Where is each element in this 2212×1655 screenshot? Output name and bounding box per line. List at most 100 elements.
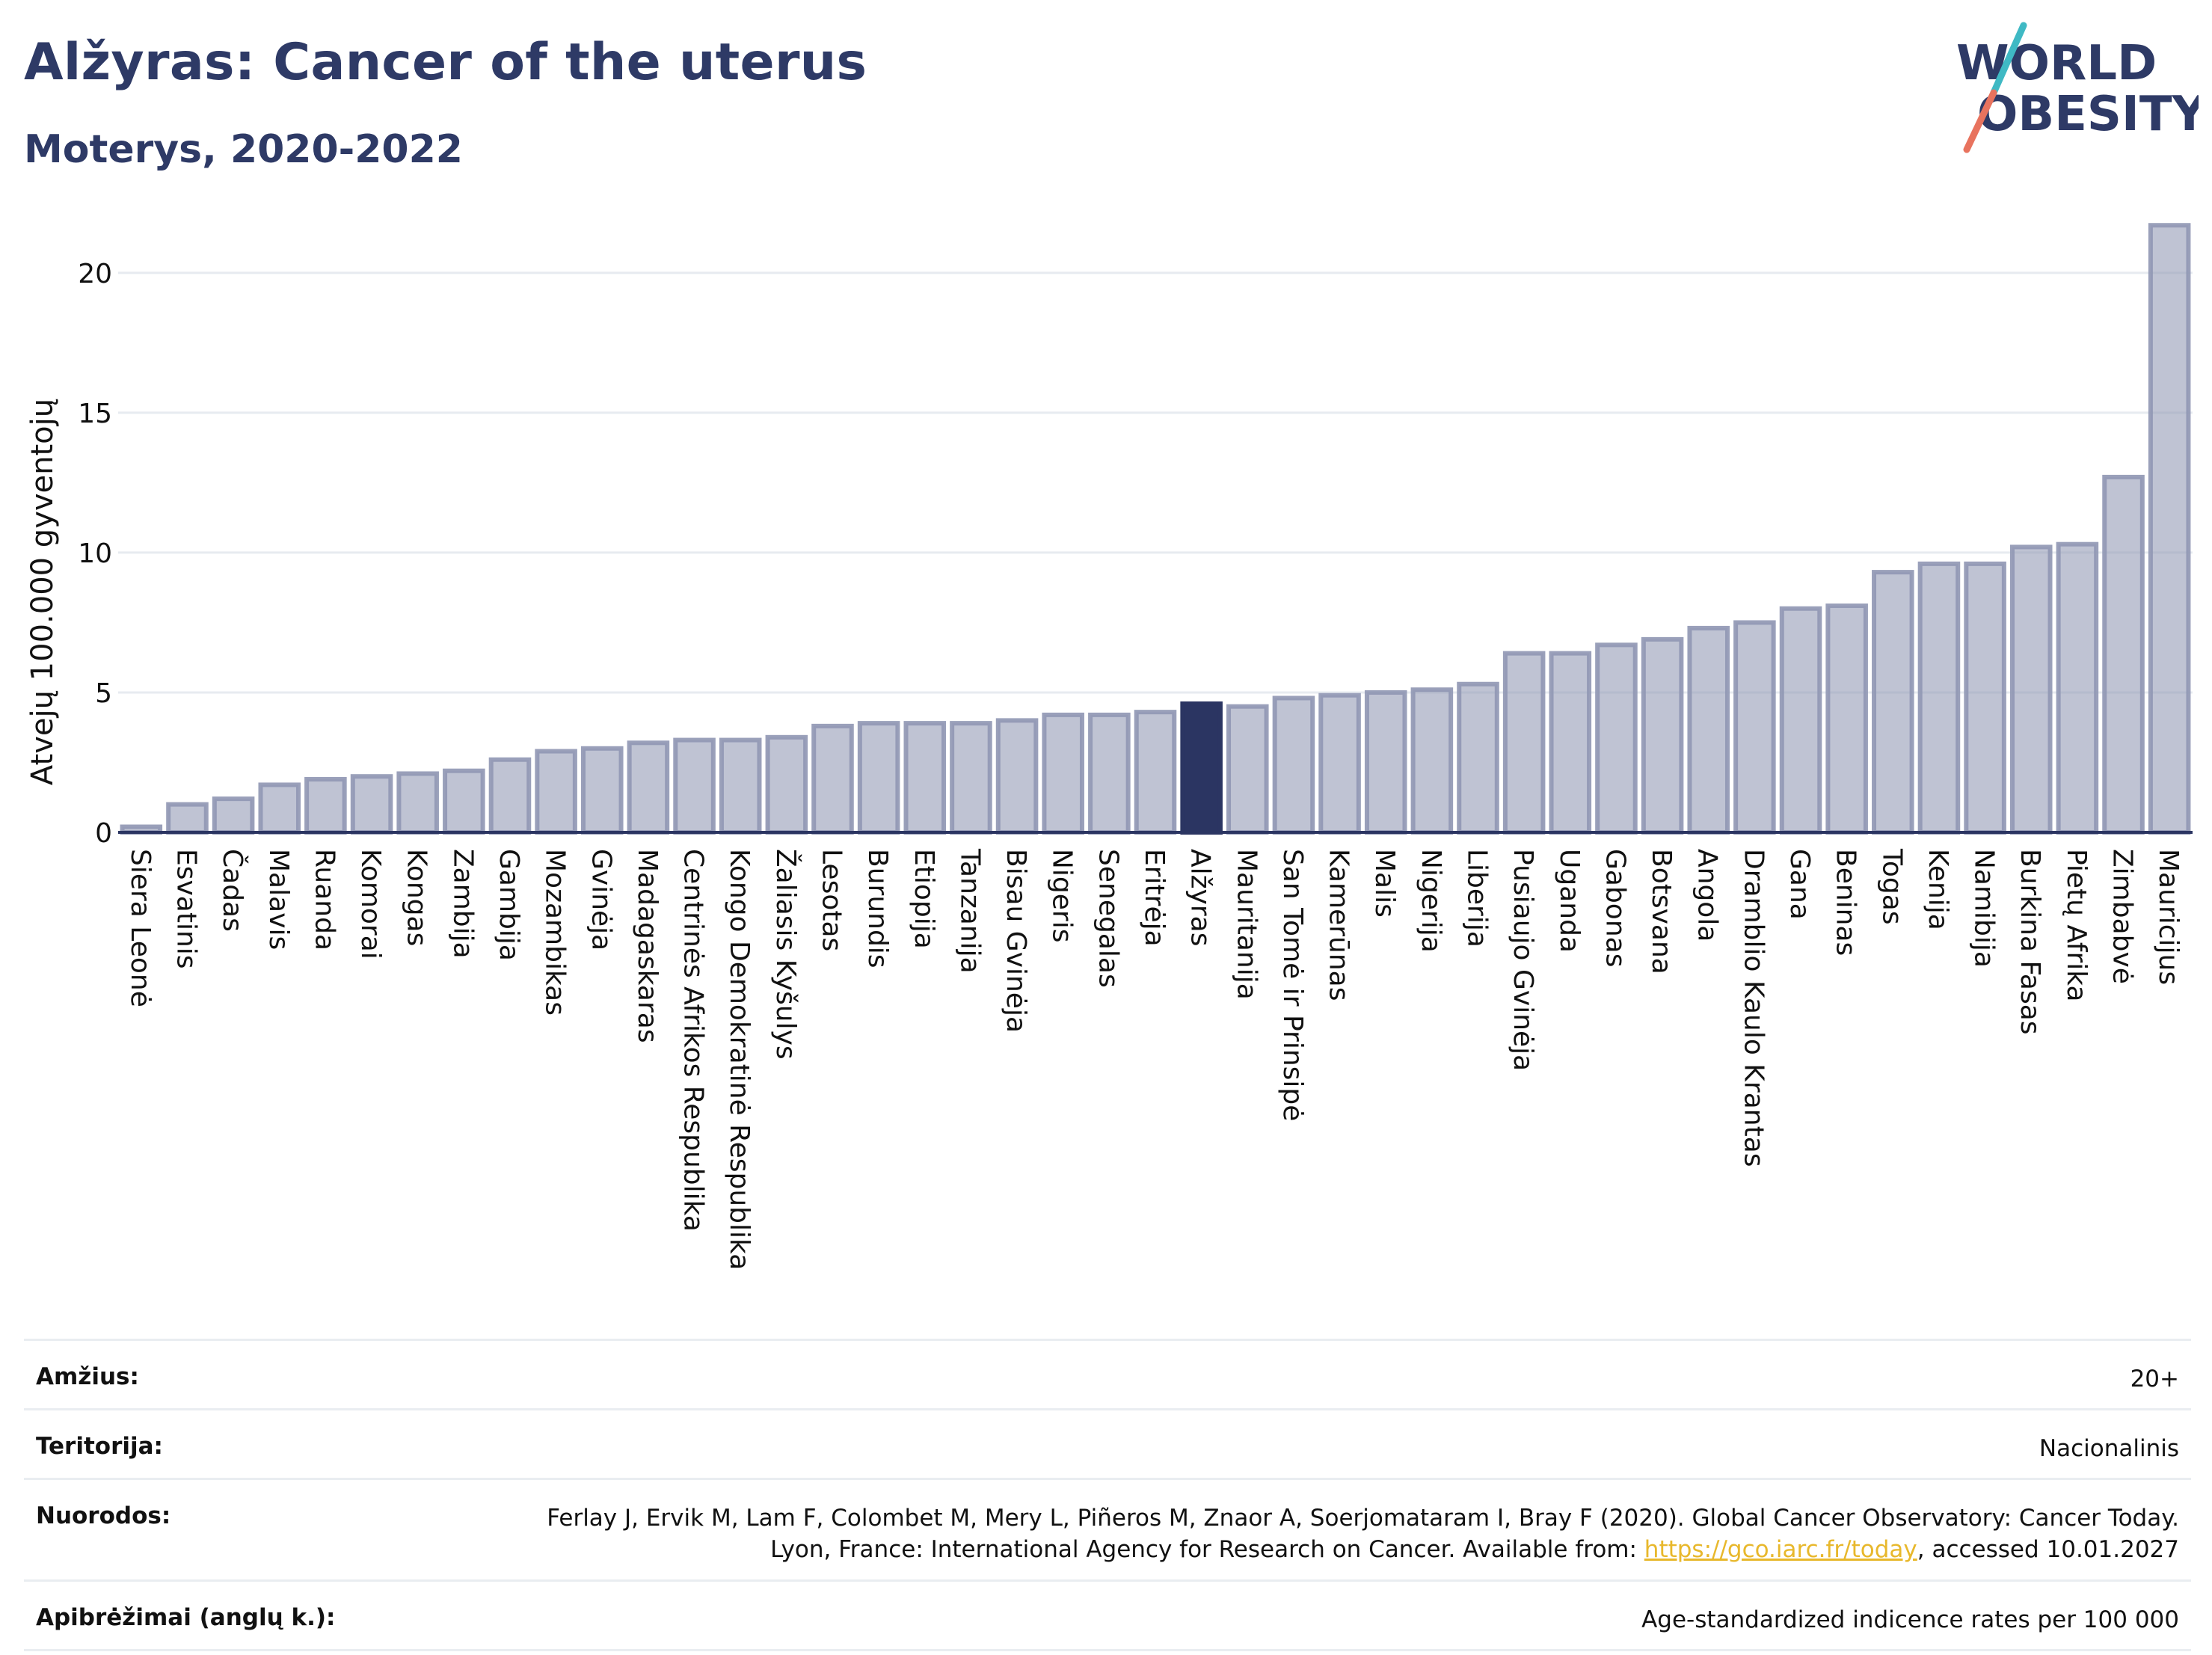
x-tick-label: Kongas xyxy=(402,849,432,946)
bar[interactable] xyxy=(950,721,992,835)
info-value-age: 20+ xyxy=(2130,1366,2179,1393)
bar[interactable] xyxy=(811,723,854,835)
bar-highlighted[interactable] xyxy=(1180,701,1223,835)
logo-word-obesity: OBESITY xyxy=(1977,87,2199,142)
info-key-territory: Teritorija: xyxy=(36,1433,163,1461)
x-tick-label: Liberija xyxy=(1462,849,1493,948)
bar[interactable] xyxy=(535,749,577,835)
bar[interactable] xyxy=(1917,561,1961,835)
bar[interactable] xyxy=(719,737,762,835)
reference-text: Ferlay J, Ervik M, Lam F, Colombet M, Me… xyxy=(547,1505,2179,1564)
bar[interactable] xyxy=(1733,620,1776,835)
bar[interactable] xyxy=(1549,651,1592,835)
bar[interactable] xyxy=(2009,544,2053,835)
bar[interactable] xyxy=(1872,570,1914,835)
x-tick-label: Čadas xyxy=(217,849,248,932)
bar[interactable] xyxy=(580,746,624,835)
x-tick-label: Lesotas xyxy=(816,849,847,951)
y-tick-label: 0 xyxy=(95,818,112,849)
info-row-age: Amžius: 20+ xyxy=(24,1339,2191,1408)
x-tick-label: Komorai xyxy=(355,849,386,959)
x-tick-label: Kamerūnas xyxy=(1324,849,1354,1001)
bar[interactable] xyxy=(1457,681,1499,835)
x-tick-label: Kenija xyxy=(1923,849,1953,930)
info-table: Amžius: 20+ Teritorija: Nacionalinis Nuo… xyxy=(24,1339,2191,1651)
bar[interactable] xyxy=(1134,710,1177,835)
bar[interactable] xyxy=(765,734,808,835)
bar[interactable] xyxy=(1042,712,1084,835)
bar[interactable] xyxy=(2056,541,2099,835)
x-tick-label: Dramblio Kaulo Krantas xyxy=(1738,849,1769,1167)
x-tick-label: Pusiaujo Gvinėja xyxy=(1508,849,1538,1071)
bar[interactable] xyxy=(1318,693,1361,835)
x-tick-label: Beninas xyxy=(1831,849,1861,956)
bar[interactable] xyxy=(1226,704,1269,835)
x-tick-label: Namibija xyxy=(1969,849,2000,968)
bar[interactable] xyxy=(1272,696,1315,835)
bar[interactable] xyxy=(673,737,716,835)
x-tick-label: Zimbabvė xyxy=(2107,849,2138,984)
bar[interactable] xyxy=(627,740,670,835)
x-tick-label: Uganda xyxy=(1554,849,1585,953)
x-tick-label: Centrinės Afrikos Respublika xyxy=(678,849,709,1232)
x-tick-label: Gabonas xyxy=(1600,849,1630,967)
bar[interactable] xyxy=(1825,603,1868,835)
x-tick-label: Esvatinis xyxy=(170,849,201,969)
bar[interactable] xyxy=(2102,474,2145,835)
bar-chart: 0 5 10 15 20 Siera Leonė Esvatinis Čadas Malavi… xyxy=(25,223,2193,1270)
info-row-references: Nuorodos: Ferlay J, Ervik M, Lam F, Colo… xyxy=(24,1478,2191,1579)
x-tick-label: Togas xyxy=(1876,848,1907,925)
bar[interactable] xyxy=(2148,223,2191,835)
bar[interactable] xyxy=(1595,642,1638,835)
x-tick-label: Gvinėja xyxy=(586,849,616,951)
y-tick-label: 20 xyxy=(78,259,112,289)
bar[interactable] xyxy=(995,718,1039,835)
reference-link[interactable]: https://gco.iarc.fr/today xyxy=(1644,1536,1917,1564)
info-value-definitions: Age-standardized indicence rates per 100… xyxy=(1641,1606,2179,1633)
y-tick-label: 10 xyxy=(78,538,112,569)
x-tick-label: Bisau Gvinėja xyxy=(1001,849,1031,1033)
bar[interactable] xyxy=(258,782,301,835)
x-tick-label: Etiopija xyxy=(909,849,939,949)
bar[interactable] xyxy=(304,776,347,835)
x-tick-label: Angola xyxy=(1692,849,1723,942)
bar[interactable] xyxy=(1964,561,2006,835)
info-key-age: Amžius: xyxy=(36,1363,139,1390)
bar[interactable] xyxy=(857,721,900,835)
x-tick-label: Mozambikas xyxy=(540,849,571,1016)
world-obesity-logo: WORLD OBESITY xyxy=(1956,22,2199,153)
bar[interactable] xyxy=(1088,712,1131,835)
x-axis-ticks: Siera Leonė Esvatinis Čadas Malavis Ruanda Ko… xyxy=(125,848,2184,1270)
bar[interactable] xyxy=(1687,625,1730,835)
bar[interactable] xyxy=(396,771,439,835)
x-tick-label: Mauricijus xyxy=(2153,849,2184,985)
x-tick-label: San Tomė ir Prinsipė xyxy=(1277,849,1308,1121)
bar[interactable] xyxy=(1502,651,1546,835)
bar[interactable] xyxy=(1641,636,1684,835)
info-row-definitions: Apibrėžimai (anglų k.): Age-standardized… xyxy=(24,1579,2191,1651)
bar[interactable] xyxy=(212,796,255,835)
bar[interactable] xyxy=(488,757,532,835)
grid-lines xyxy=(118,271,2193,694)
bar[interactable] xyxy=(350,774,393,835)
x-tick-label: Siera Leonė xyxy=(125,849,156,1007)
bar[interactable] xyxy=(1779,606,1822,835)
x-tick-label: Eritrėja xyxy=(1139,849,1170,947)
bar[interactable] xyxy=(166,802,209,835)
bar[interactable] xyxy=(1364,690,1407,835)
info-row-territory: Teritorija: Nacionalinis xyxy=(24,1408,2191,1478)
y-axis-label: Atvejų 100.000 gyventojų xyxy=(25,399,60,785)
info-key-references: Nuorodos: xyxy=(36,1502,171,1530)
logo-slash-coral xyxy=(1963,89,1997,153)
x-tick-label: Madagaskaras xyxy=(632,849,663,1043)
bar[interactable] xyxy=(1410,687,1454,835)
reference-accessed: , accessed 10.01.2027 xyxy=(1917,1536,2179,1564)
x-tick-label: Malavis xyxy=(263,849,294,950)
chart-subtitle: Moterys, 2020-2022 xyxy=(24,127,463,172)
bar[interactable] xyxy=(443,768,485,835)
x-tick-label: Alžyras xyxy=(1185,849,1216,946)
x-tick-label: Nigerija xyxy=(1416,849,1446,953)
x-tick-label: Nigeris xyxy=(1047,849,1078,943)
logo-word-world: WORLD xyxy=(1956,36,2157,91)
bar[interactable] xyxy=(903,721,947,835)
